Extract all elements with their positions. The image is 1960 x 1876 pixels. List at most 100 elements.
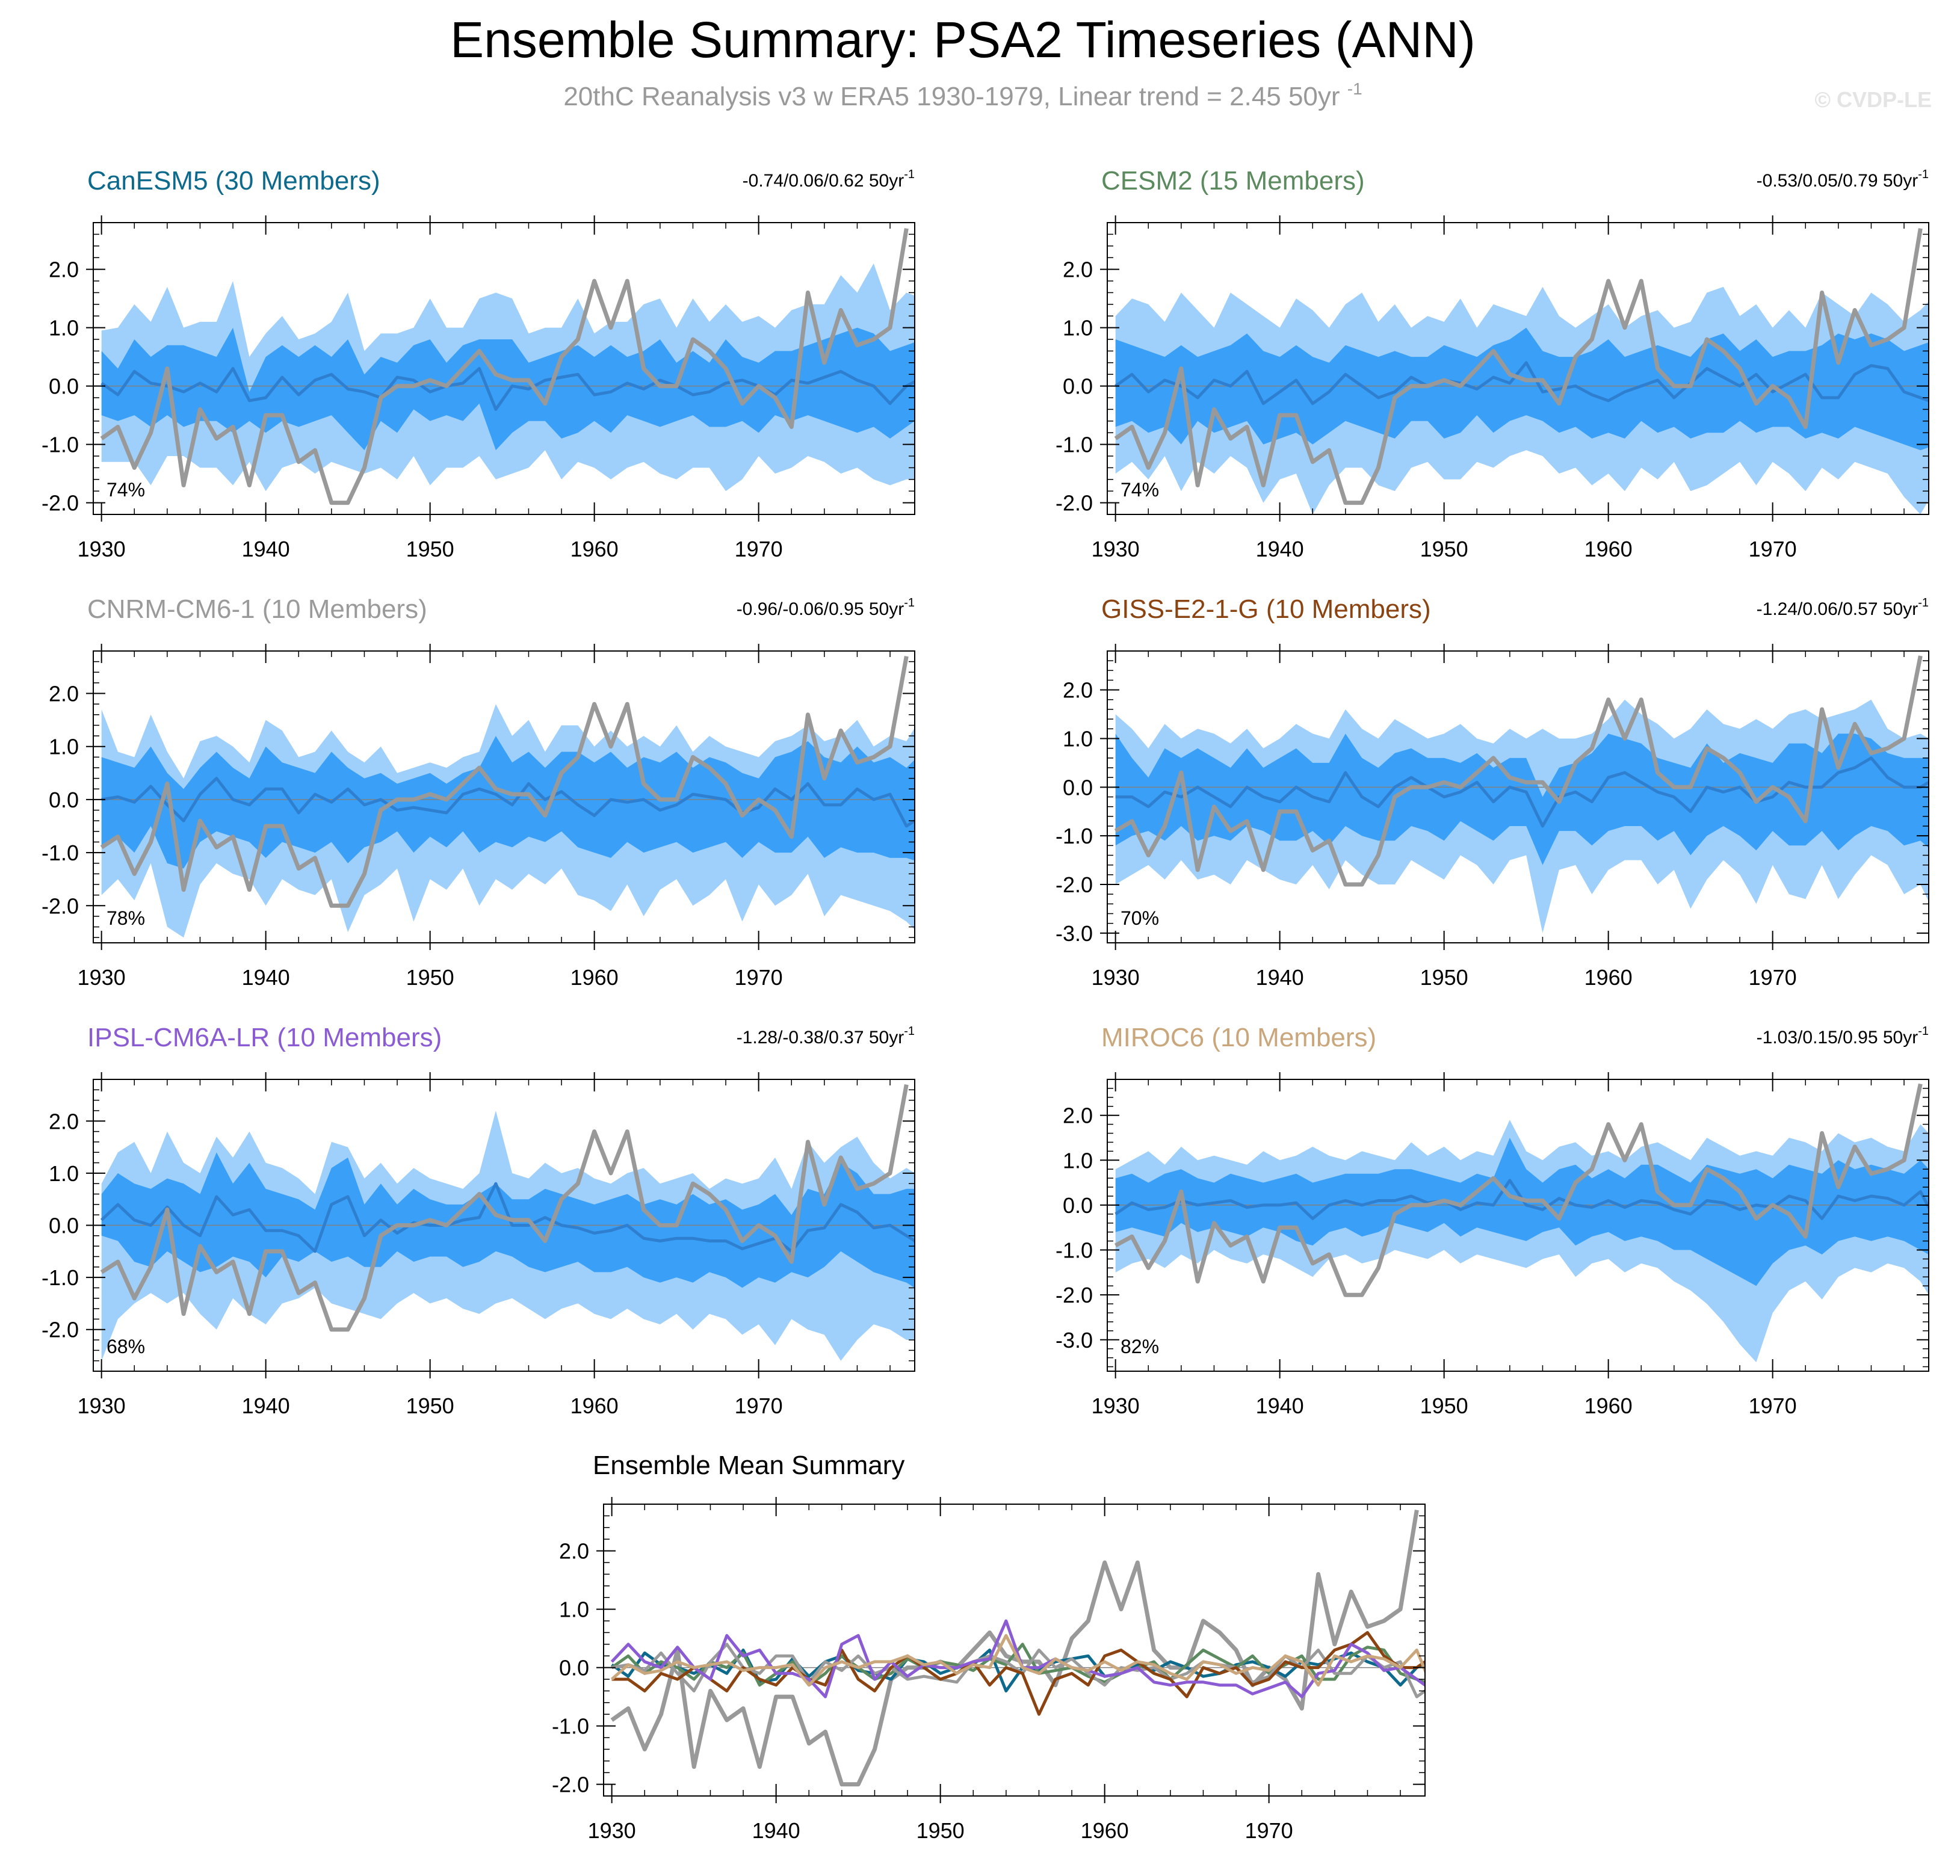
panel-6-y-tick-label: 0.0 [1063, 1193, 1093, 1218]
panel-1: 2.0 1.0 0.0 -1.0 -2.0 1930 1940 1950 1960 1970 Can… [42, 166, 915, 561]
panel-2-inner-band [1115, 327, 1929, 451]
panel-7-series-giss-e2-1-g [611, 1631, 1425, 1716]
figure-title: Ensemble Summary: PSA2 Timeseries (ANN) [450, 11, 1476, 68]
panel-7-frame [603, 1504, 1426, 1797]
panel-6-frame [1107, 1079, 1929, 1372]
panel-7-x-tick-label: 1970 [1245, 1818, 1293, 1843]
panel-3-title: CNRM-CM6-1 (10 Members) [87, 594, 427, 624]
panel-4-plot [1107, 655, 1929, 933]
panel-2-trend-label-sup: -1 [1918, 168, 1929, 181]
panel-3-ensemble-mean-line [101, 777, 915, 828]
panel-1-y-tick-label: 2.0 [49, 258, 79, 282]
panel-5-title: IPSL-CM6A-LR (10 Members) [87, 1023, 442, 1052]
panel-3-x-tick-label: 1960 [570, 965, 619, 990]
panel-2-y-tick-label: 2.0 [1063, 258, 1093, 282]
panel-6: 2.0 1.0 0.0 -1.0 -2.0 -3.0 1930 1940 1950 1960 197… [1056, 1023, 1929, 1418]
panel-7-x-tick-label: 1940 [752, 1818, 800, 1843]
panel-2-observed-line [1114, 228, 1923, 505]
panel-1-x-tick-label: 1960 [570, 537, 619, 561]
figure-subtitle-main: 20thC Reanalysis v3 w ERA5 1930-1979, Li… [563, 82, 1340, 111]
panel-4-x-tick-label: 1970 [1749, 965, 1797, 990]
panel-4-trend-label-main: -1.24/0.06/0.57 50yr [1757, 599, 1918, 619]
panel-1-y-tick-label: 1.0 [49, 316, 79, 341]
panel-4: 2.0 1.0 0.0 -1.0 -2.0 -3.0 1930 1940 1950 1960 197… [1056, 594, 1929, 990]
panel-6-trend-label: -1.03/0.15/0.95 50yr-1 [1757, 1025, 1929, 1048]
panel-1-title: CanESM5 (30 Members) [87, 166, 380, 196]
panel-1-y-tick-label: -2.0 [42, 491, 79, 516]
figure-subtitle-sup: -1 [1347, 79, 1362, 98]
panel-5-y-tick-label: -2.0 [42, 1318, 79, 1342]
panel-6-x-tick-label: 1950 [1420, 1393, 1468, 1418]
panel-4-x-tick-label: 1930 [1092, 965, 1140, 990]
panel-7-series-observed [610, 1510, 1419, 1787]
panel-3-y-tick-label: -2.0 [42, 893, 79, 918]
panel-5-x-tick-label: 1940 [242, 1393, 290, 1418]
panel-1-inner-band [101, 327, 915, 451]
panel-1-observed-line [100, 228, 909, 505]
panel-4-title: GISS-E2-1-G (10 Members) [1101, 594, 1431, 624]
panel-1-x-tick-label: 1950 [406, 537, 454, 561]
panel-3: 2.0 1.0 0.0 -1.0 -2.0 1930 1940 1950 1960 1970 CNR… [42, 594, 915, 990]
panel-3-trend-label: -0.96/-0.06/0.95 50yr-1 [737, 596, 915, 619]
panel-4-observed-line [1114, 655, 1923, 887]
panel-2-x-tick-label: 1940 [1256, 537, 1304, 561]
panel-2-x-tick-label: 1930 [1092, 537, 1140, 561]
panel-6-y-tick-label: -3.0 [1056, 1328, 1093, 1353]
panel-3-x-tick-label: 1970 [735, 965, 783, 990]
panel-1-y-tick-label: -1.0 [42, 433, 79, 457]
panel-3-x-tick-label: 1950 [406, 965, 454, 990]
panel-1-plot [93, 228, 915, 505]
panel-6-y-tick-label: 1.0 [1063, 1148, 1093, 1173]
panel-5-x-tick-label: 1950 [406, 1393, 454, 1418]
panel-6-ensemble-mean-line [1114, 1179, 1929, 1220]
panel-7-y-tick-label: 2.0 [559, 1539, 589, 1564]
panel-7-x-tick-label: 1930 [588, 1818, 636, 1843]
panel-1-trend-label: -0.74/0.06/0.62 50yr-1 [743, 168, 915, 191]
panel-4-x-tick-label: 1960 [1584, 965, 1633, 990]
panel-1-y-tick-label: 0.0 [49, 374, 79, 399]
panel-6-title: MIROC6 (10 Members) [1101, 1023, 1376, 1052]
panel-7-y-tick-label: -2.0 [552, 1773, 589, 1797]
panel-6-trend-label-main: -1.03/0.15/0.95 50yr [1757, 1028, 1918, 1048]
panel-2-title: CESM2 (15 Members) [1101, 166, 1365, 196]
panel-5-trend-label-sup: -1 [904, 1025, 915, 1038]
panel-2-y-tick-label: -2.0 [1056, 491, 1093, 516]
panel-1-trend-label-main: -0.74/0.06/0.62 50yr [743, 171, 904, 191]
panel-4-x-tick-label: 1950 [1420, 965, 1468, 990]
panel-6-y-tick-label: 2.0 [1063, 1103, 1093, 1128]
panel-3-percent-label: 78% [107, 907, 145, 929]
panel-5-trend-label: -1.28/-0.38/0.37 50yr-1 [737, 1025, 915, 1048]
panel-2-x-tick-label: 1950 [1420, 537, 1468, 561]
panel-4-ensemble-mean-line [1115, 756, 1929, 828]
panel-3-frame [93, 650, 915, 943]
panel-7-x-tick-label: 1950 [917, 1818, 965, 1843]
panel-3-plot [93, 656, 915, 938]
panel-6-y-tick-label: -1.0 [1056, 1238, 1093, 1263]
panel-4-inner-band [1115, 733, 1929, 865]
panel-7-y-tick-label: -1.0 [552, 1714, 589, 1739]
figure-subtitle: 20thC Reanalysis v3 w ERA5 1930-1979, Li… [563, 79, 1362, 111]
panel-4-y-tick-label: -3.0 [1056, 921, 1093, 946]
panel-2: 2.0 1.0 0.0 -1.0 -2.0 1930 1940 1950 1960 1970 CES… [1056, 166, 1929, 561]
panel-2-frame [1107, 222, 1929, 515]
panel-5: 2.0 1.0 0.0 -1.0 -2.0 1930 1940 1950 1960 1970 IPS… [42, 1023, 915, 1418]
panel-2-y-tick-label: 0.0 [1063, 374, 1093, 399]
panel-4-trend-label-sup: -1 [1918, 596, 1929, 609]
panel-4-percent-label: 70% [1121, 907, 1159, 929]
panel-1-trend-label-sup: -1 [904, 168, 915, 181]
panel-3-y-tick-label: 0.0 [49, 788, 79, 812]
panel-5-x-tick-label: 1930 [78, 1393, 126, 1418]
panel-6-percent-label: 82% [1121, 1336, 1159, 1357]
panel-3-trend-label-main: -0.96/-0.06/0.95 50yr [737, 599, 904, 619]
panel-6-x-tick-label: 1940 [1256, 1393, 1304, 1418]
panel-2-x-tick-label: 1960 [1584, 537, 1633, 561]
panel-3-y-tick-label: 2.0 [49, 682, 79, 706]
panel-5-percent-label: 68% [107, 1336, 145, 1357]
panel-5-y-tick-label: -1.0 [42, 1265, 79, 1290]
panel-2-trend-label: -0.53/0.05/0.79 50yr-1 [1757, 168, 1929, 191]
panel-1-x-tick-label: 1970 [735, 537, 783, 561]
panel-2-y-tick-label: -1.0 [1056, 433, 1093, 457]
panel-1-ensemble-mean-line [100, 367, 915, 411]
panel-3-y-tick-label: 1.0 [49, 735, 79, 759]
